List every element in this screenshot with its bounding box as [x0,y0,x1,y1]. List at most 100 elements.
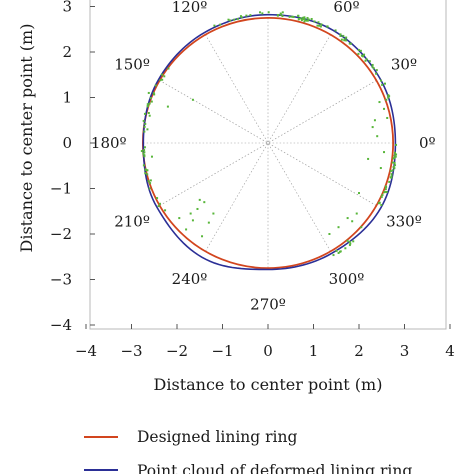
point-cloud-point-101 [143,125,146,128]
point-cloud-point-57 [387,96,390,99]
angle-label-30: 30º [391,56,417,74]
y-tick-label--1: −1 [50,180,72,198]
point-cloud-point-2 [302,16,305,19]
point-cloud-point-184 [166,105,169,108]
point-cloud-point-116 [142,152,145,155]
point-cloud-point-129 [395,153,398,156]
point-cloud-point-188 [146,169,149,172]
point-cloud-point-155 [377,202,380,205]
point-cloud-point-156 [394,151,396,154]
point-cloud-point-173 [203,201,206,204]
point-cloud-point-5 [291,15,294,18]
point-cloud-point-39 [304,19,307,22]
x-axis-label: Distance to center point (m) [154,375,383,394]
point-cloud-point-190 [148,187,151,190]
point-cloud-point-54 [359,49,362,52]
point-cloud-point-13 [259,11,262,14]
point-cloud-point-10 [380,79,382,82]
angle-label-270: 270º [250,296,286,314]
point-cloud-point-165 [379,167,382,170]
point-cloud-point-28 [345,36,348,39]
point-cloud-point-112 [144,172,147,175]
point-cloud-point-136 [381,193,384,196]
point-cloud-point-80 [163,75,166,78]
point-cloud-point-115 [146,105,149,108]
point-cloud-point-18 [249,14,252,17]
point-cloud-point-187 [150,155,153,158]
point-cloud-point-93 [146,173,149,176]
point-cloud-point-109 [144,122,147,125]
point-cloud-point-82 [147,180,150,183]
point-cloud-point-122 [344,247,347,250]
point-cloud-point-191 [328,233,331,235]
point-cloud-point-32 [360,54,363,57]
point-cloud-point-3 [375,69,378,72]
point-cloud-point-1 [310,17,313,20]
point-cloud-point-180 [198,198,201,201]
point-cloud-point-192 [337,226,340,229]
point-cloud-point-77 [239,15,242,18]
point-cloud-point-44 [306,19,309,22]
point-cloud-point-60 [317,21,320,24]
point-cloud-point-66 [300,19,303,22]
point-cloud-point-61 [357,52,360,55]
point-cloud-point-193 [346,239,349,242]
point-cloud-point-43 [388,95,391,98]
point-cloud-point-84 [152,92,155,95]
point-cloud-point-157 [384,185,387,188]
point-cloud-point-33 [343,39,346,42]
point-cloud-point-148 [394,164,397,167]
point-cloud-point-174 [196,207,199,210]
point-cloud-point-158 [383,107,386,110]
point-cloud-point-102 [143,151,146,154]
point-cloud-point-9 [267,11,270,14]
point-cloud-point-179 [212,212,215,215]
point-cloud-point-25 [299,17,302,20]
point-cloud-point-128 [391,161,394,164]
point-cloud-point-89 [140,150,143,153]
point-cloud-point-166 [373,119,376,122]
point-cloud-point-121 [348,244,351,247]
point-cloud-point-41 [371,65,374,68]
legend-label-designed: Designed lining ring [137,428,297,446]
angle-labels: 0º 30º 60º 120º 150º 180º 210º 240º 270º 300º 330º [91,0,436,314]
point-cloud-point-21 [277,14,280,17]
x-tick-label--1: −1 [211,342,233,360]
point-cloud-point-42 [261,12,264,15]
point-cloud-point-48 [372,67,375,70]
point-cloud-point-123 [335,249,338,252]
point-cloud-point-162 [376,135,379,138]
angle-label-180: 180º [91,134,127,152]
y-tick-label-3: 3 [62,0,72,16]
point-cloud-point-168 [358,192,360,195]
y-tick-label-0: 0 [62,134,72,152]
angle-label-150: 150º [114,56,150,74]
point-cloud-point-88 [153,93,156,96]
point-cloud-point-131 [380,195,383,198]
point-cloud-point-124 [337,252,340,254]
point-cloud-point-178 [189,212,192,215]
point-cloud-point-68 [302,17,305,20]
x-tick-label-1: 1 [309,342,319,360]
point-cloud-point-65 [306,16,309,19]
y-tick-label--2: −2 [50,225,72,243]
point-cloud-point-36 [313,20,316,23]
point-cloud-point-107 [142,119,145,122]
point-cloud-point-56 [345,39,348,42]
point-cloud-point-169 [355,212,358,215]
point-cloud-point-35 [326,25,329,28]
point-cloud-point-70 [233,18,236,21]
point-cloud-point-11 [292,15,295,18]
point-cloud-point-72 [240,16,243,19]
point-cloud-point-75 [219,23,222,26]
point-cloud-point-85 [158,202,161,205]
point-cloud-point-59 [281,11,284,14]
x-tick-label-2: 2 [354,342,364,360]
x-tick-label--3: −3 [120,342,142,360]
point-cloud-point-146 [394,155,397,158]
point-cloud-point-29 [340,38,343,41]
point-cloud-point-176 [185,228,188,231]
point-cloud-point-53 [339,33,342,36]
point-cloud-point-71 [236,17,239,20]
